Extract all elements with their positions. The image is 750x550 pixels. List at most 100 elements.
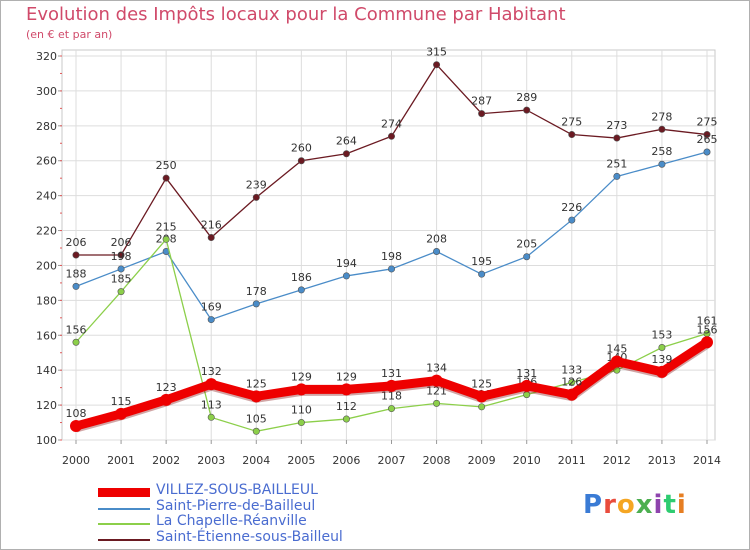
point-la-chapelle-r-anville [207, 413, 215, 421]
point-saint-pierre-de-bailleul [478, 270, 486, 278]
x-tick-label: 2007 [378, 454, 406, 467]
x-tick-label: 2012 [603, 454, 631, 467]
point-villez-sous-bailleul [385, 379, 398, 392]
point-saint-pierre-de-bailleul [297, 286, 305, 294]
point-villez-sous-bailleul [70, 420, 82, 433]
point-saint-pierre-de-bailleul [342, 272, 350, 280]
point-saint-tienne-sous-bailleul [297, 157, 305, 165]
data-label-saint-pierre-de-bailleul: 195 [471, 255, 492, 268]
point-la-chapelle-r-anville [342, 415, 350, 423]
y-tick-label: 200 [36, 259, 57, 272]
data-label-saint-tienne-sous-bailleul: 216 [201, 219, 222, 232]
point-villez-sous-bailleul [295, 383, 308, 396]
x-tick-label: 2003 [197, 454, 225, 467]
x-tick-label: 2009 [468, 454, 496, 467]
x-tick-label: 2011 [558, 454, 586, 467]
logo-letter: i [653, 490, 664, 520]
y-tick-label: 240 [36, 190, 57, 203]
x-tick-label: 2002 [152, 454, 180, 467]
legend-label-la-chapelle: La Chapelle-Réanville [156, 513, 307, 529]
point-saint-tienne-sous-bailleul [117, 251, 125, 259]
data-label-villez-sous-bailleul: 123 [156, 381, 177, 394]
data-label-villez-sous-bailleul: 129 [336, 370, 357, 383]
point-saint-tienne-sous-bailleul [478, 110, 486, 118]
data-label-la-chapelle-r-anville: 113 [201, 398, 222, 411]
point-la-chapelle-r-anville [162, 235, 170, 243]
x-tick-label: 2005 [287, 454, 315, 467]
data-label-la-chapelle-r-anville: 112 [336, 400, 357, 413]
data-label-saint-tienne-sous-bailleul: 289 [516, 91, 537, 104]
point-saint-pierre-de-bailleul [252, 300, 260, 308]
logo-letter: P [583, 490, 604, 520]
point-saint-pierre-de-bailleul [613, 172, 621, 180]
point-saint-tienne-sous-bailleul [342, 150, 350, 158]
point-saint-tienne-sous-bailleul [613, 134, 621, 142]
data-label-villez-sous-bailleul: 125 [246, 377, 267, 390]
data-label-villez-sous-bailleul: 156 [697, 323, 718, 336]
legend-swatch-saint-pierre [98, 508, 150, 510]
data-label-la-chapelle-r-anville: 161 [697, 315, 718, 328]
point-saint-tienne-sous-bailleul [207, 234, 215, 242]
data-label-saint-tienne-sous-bailleul: 260 [291, 142, 312, 155]
point-saint-tienne-sous-bailleul [252, 193, 260, 201]
y-tick-label: 140 [36, 364, 57, 377]
data-label-la-chapelle-r-anville: 133 [561, 363, 582, 376]
data-label-villez-sous-bailleul: 115 [111, 395, 132, 408]
point-villez-sous-bailleul [205, 378, 218, 391]
point-la-chapelle-r-anville [658, 343, 666, 351]
data-label-villez-sous-bailleul: 132 [201, 365, 222, 378]
data-label-saint-tienne-sous-bailleul: 264 [336, 135, 357, 148]
point-saint-tienne-sous-bailleul [433, 61, 441, 69]
data-label-villez-sous-bailleul: 129 [291, 370, 312, 383]
point-saint-tienne-sous-bailleul [703, 131, 711, 139]
data-label-saint-tienne-sous-bailleul: 206 [66, 236, 87, 249]
data-label-villez-sous-bailleul: 145 [606, 342, 627, 355]
logo-letter: i [676, 490, 687, 520]
point-saint-tienne-sous-bailleul [387, 132, 395, 140]
y-tick-label: 280 [36, 120, 57, 133]
x-tick-label: 2001 [107, 454, 135, 467]
point-villez-sous-bailleul [520, 379, 533, 392]
legend-swatch-saint-etienne [98, 539, 150, 541]
point-saint-pierre-de-bailleul [703, 148, 711, 156]
legend-swatch-la-chapelle [98, 523, 150, 525]
point-villez-sous-bailleul [340, 383, 353, 396]
data-label-villez-sous-bailleul: 134 [426, 362, 447, 375]
point-villez-sous-bailleul [250, 390, 263, 403]
data-label-saint-tienne-sous-bailleul: 250 [156, 159, 177, 172]
point-villez-sous-bailleul [430, 374, 443, 387]
data-label-villez-sous-bailleul: 108 [66, 407, 87, 420]
x-tick-label: 2006 [332, 454, 360, 467]
point-villez-sous-bailleul [701, 336, 713, 349]
point-villez-sous-bailleul [475, 390, 488, 403]
point-saint-tienne-sous-bailleul [523, 106, 531, 114]
data-label-saint-pierre-de-bailleul: 251 [606, 157, 627, 170]
data-label-la-chapelle-r-anville: 105 [246, 412, 267, 425]
data-label-villez-sous-bailleul: 126 [561, 376, 582, 389]
x-tick-label: 2010 [513, 454, 541, 467]
data-label-villez-sous-bailleul: 139 [651, 353, 672, 366]
logo-letter: o [616, 490, 636, 520]
y-tick-label: 260 [36, 155, 57, 168]
logo-letter: t [663, 490, 677, 520]
chart-subtitle: (en € et par an) [26, 28, 113, 41]
data-label-la-chapelle-r-anville: 156 [66, 323, 87, 336]
data-label-saint-pierre-de-bailleul: 198 [111, 250, 132, 263]
point-saint-pierre-de-bailleul [433, 247, 441, 255]
point-saint-pierre-de-bailleul [72, 282, 80, 290]
proxiti-logo: Proxiti [583, 490, 687, 520]
data-label-saint-pierre-de-bailleul: 265 [697, 133, 718, 146]
point-villez-sous-bailleul [565, 388, 578, 401]
legend-label-saint-etienne: Saint-Étienne-sous-Bailleul [156, 529, 343, 545]
point-villez-sous-bailleul [655, 365, 668, 378]
chart-title: Evolution des Impôts locaux pour la Comm… [26, 4, 566, 25]
point-saint-pierre-de-bailleul [207, 316, 215, 324]
point-villez-sous-bailleul [610, 355, 623, 368]
point-la-chapelle-r-anville [387, 405, 395, 413]
logo-letter: x [635, 490, 654, 520]
y-tick-label: 120 [36, 399, 57, 412]
point-villez-sous-bailleul [115, 407, 128, 420]
point-saint-tienne-sous-bailleul [658, 125, 666, 133]
x-tick-label: 2013 [648, 454, 676, 467]
legend-label-saint-pierre: Saint-Pierre-de-Bailleul [156, 498, 316, 514]
